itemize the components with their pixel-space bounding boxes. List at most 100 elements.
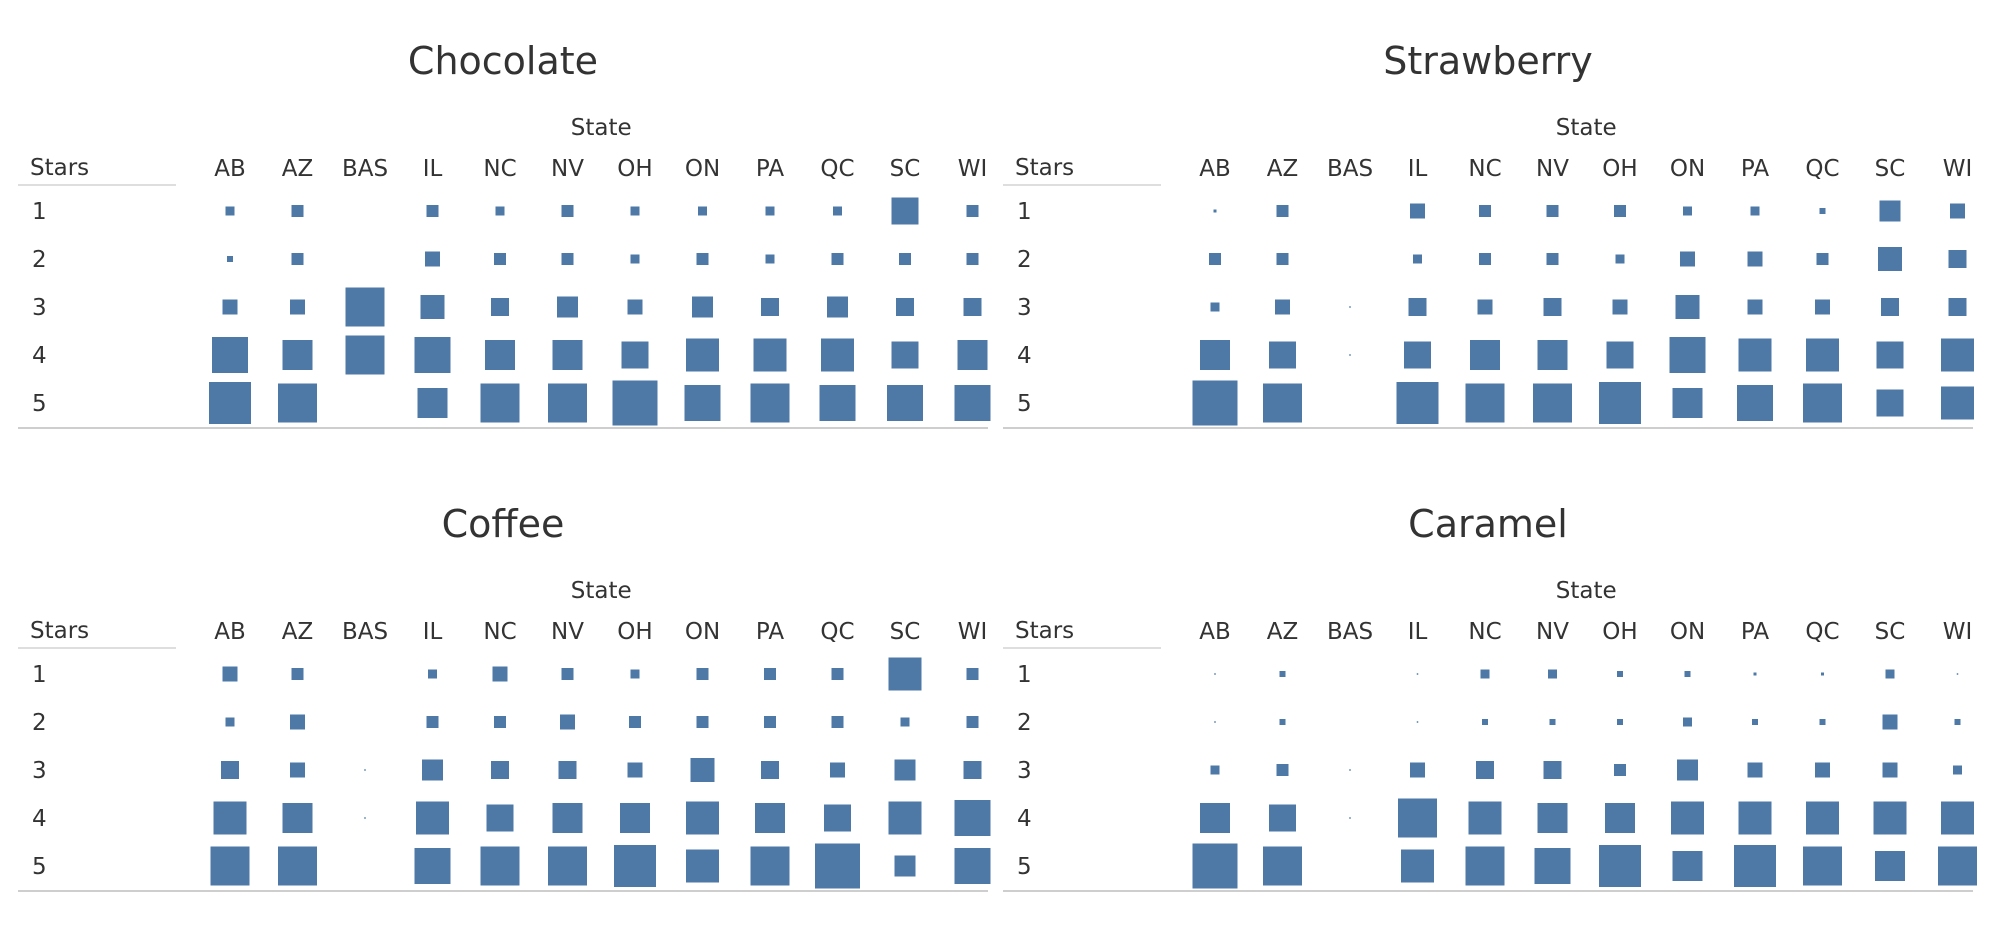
size-square-az-2 [1276,253,1289,265]
size-square-az-2 [291,253,304,265]
size-square-oh-3 [627,299,643,315]
size-square-wi-2 [1954,719,1961,725]
size-square-nc-4 [486,804,514,832]
size-square-ab-5 [210,846,250,886]
size-square-on-5 [1672,388,1703,418]
size-square-on-2 [1683,717,1692,727]
column-label-nc: NC [1468,156,1501,182]
size-square-sc-5 [1875,851,1905,881]
size-square-oh-3 [1614,764,1626,776]
chart-panel-strawberry: Strawberry State Stars AB AZ BAS IL NC NV OH ON PA Q… [1003,39,1974,429]
size-square-nc-3 [1477,299,1493,315]
size-square-oh-3 [627,762,643,778]
size-square-on-4 [686,801,719,835]
size-square-on-4 [1669,337,1706,373]
size-square-il-1 [1410,203,1425,219]
size-square-il-3 [1410,762,1425,778]
column-label-pa: PA [1741,156,1769,182]
column-label-sc: SC [1875,619,1906,645]
size-square-pa-5 [750,383,790,423]
column-label-nc: NC [483,156,516,182]
size-square-ab-2 [1209,253,1221,265]
size-square-az-4 [1269,341,1296,369]
size-square-sc-4 [1873,801,1907,835]
column-header: State [1556,578,1617,604]
size-square-pa-1 [765,206,775,216]
size-square-az-3 [290,299,305,315]
column-label-pa: PA [1741,619,1769,645]
column-label-qc: QC [1805,619,1839,645]
row-label-2: 2 [1017,247,1032,273]
row-label-4: 4 [1017,806,1032,832]
size-square-on-3 [1677,759,1698,781]
row-label-2: 2 [1017,710,1032,736]
size-square-wi-1 [966,205,979,217]
size-square-sc-4 [1876,341,1904,369]
size-square-bas-4 [345,335,385,375]
size-square-il-2 [426,716,439,728]
size-square-sc-5 [894,855,916,877]
size-square-on-3 [692,296,713,318]
size-square-oh-4 [1606,341,1634,369]
size-square-wi-5 [954,385,991,421]
size-square-nc-4 [1468,801,1502,835]
column-label-oh: OH [617,156,652,182]
size-square-wi-2 [966,716,979,728]
column-label-nv: NV [1536,619,1569,645]
size-square-pa-5 [1737,385,1773,421]
size-square-ab-2 [225,717,235,727]
size-square-il-2 [1413,254,1422,264]
column-label-il: IL [1408,619,1428,645]
size-square-nc-3 [491,761,509,779]
size-square-pa-5 [750,846,790,886]
column-label-bas: BAS [1327,156,1373,182]
size-square-oh-5 [612,380,658,426]
size-square-ab-1 [222,666,238,682]
size-square-pa-2 [765,254,775,264]
row-label-4: 4 [32,806,47,832]
column-header: State [571,115,632,141]
size-square-oh-4 [620,803,650,833]
row-label-4: 4 [1017,343,1032,369]
size-square-nv-2 [1546,253,1559,265]
size-square-az-3 [1275,299,1290,315]
chart-title: Strawberry [1383,39,1593,83]
column-label-az: AZ [282,156,314,182]
size-square-ab-4 [1200,340,1230,370]
size-square-on-3 [1675,295,1700,319]
column-label-nv: NV [1536,156,1569,182]
size-square-nv-4 [1537,340,1568,370]
column-header: State [571,578,632,604]
size-square-nv-2 [561,253,574,265]
column-label-on: ON [1670,156,1705,182]
size-square-nv-4 [1537,803,1568,833]
size-square-on-2 [696,253,709,265]
size-square-sc-3 [1881,298,1899,316]
size-square-il-2 [425,251,440,267]
row-label-5: 5 [1017,391,1032,417]
size-square-il-4 [414,337,451,373]
size-square-oh-5 [1599,845,1641,887]
size-square-sc-2 [1878,247,1902,271]
size-square-bas-4 [1349,817,1351,819]
size-square-il-1 [428,669,437,679]
size-square-wi-3 [963,298,982,316]
size-square-oh-5 [614,845,656,887]
size-square-ab-5 [1192,380,1238,426]
size-square-pa-5 [1734,845,1776,887]
size-square-nv-2 [560,714,575,730]
size-square-sc-2 [1882,714,1898,730]
size-square-nc-3 [491,298,509,316]
size-square-oh-2 [1615,254,1625,264]
size-square-nc-1 [1480,669,1490,679]
size-square-qc-1 [833,206,842,216]
size-square-ab-4 [1200,803,1230,833]
size-square-ab-3 [222,299,238,315]
column-label-bas: BAS [1327,619,1373,645]
size-square-il-3 [422,759,443,781]
size-square-sc-4 [888,801,922,835]
size-square-il-2 [1416,721,1419,723]
row-label-5: 5 [32,391,47,417]
column-label-qc: QC [1805,156,1839,182]
